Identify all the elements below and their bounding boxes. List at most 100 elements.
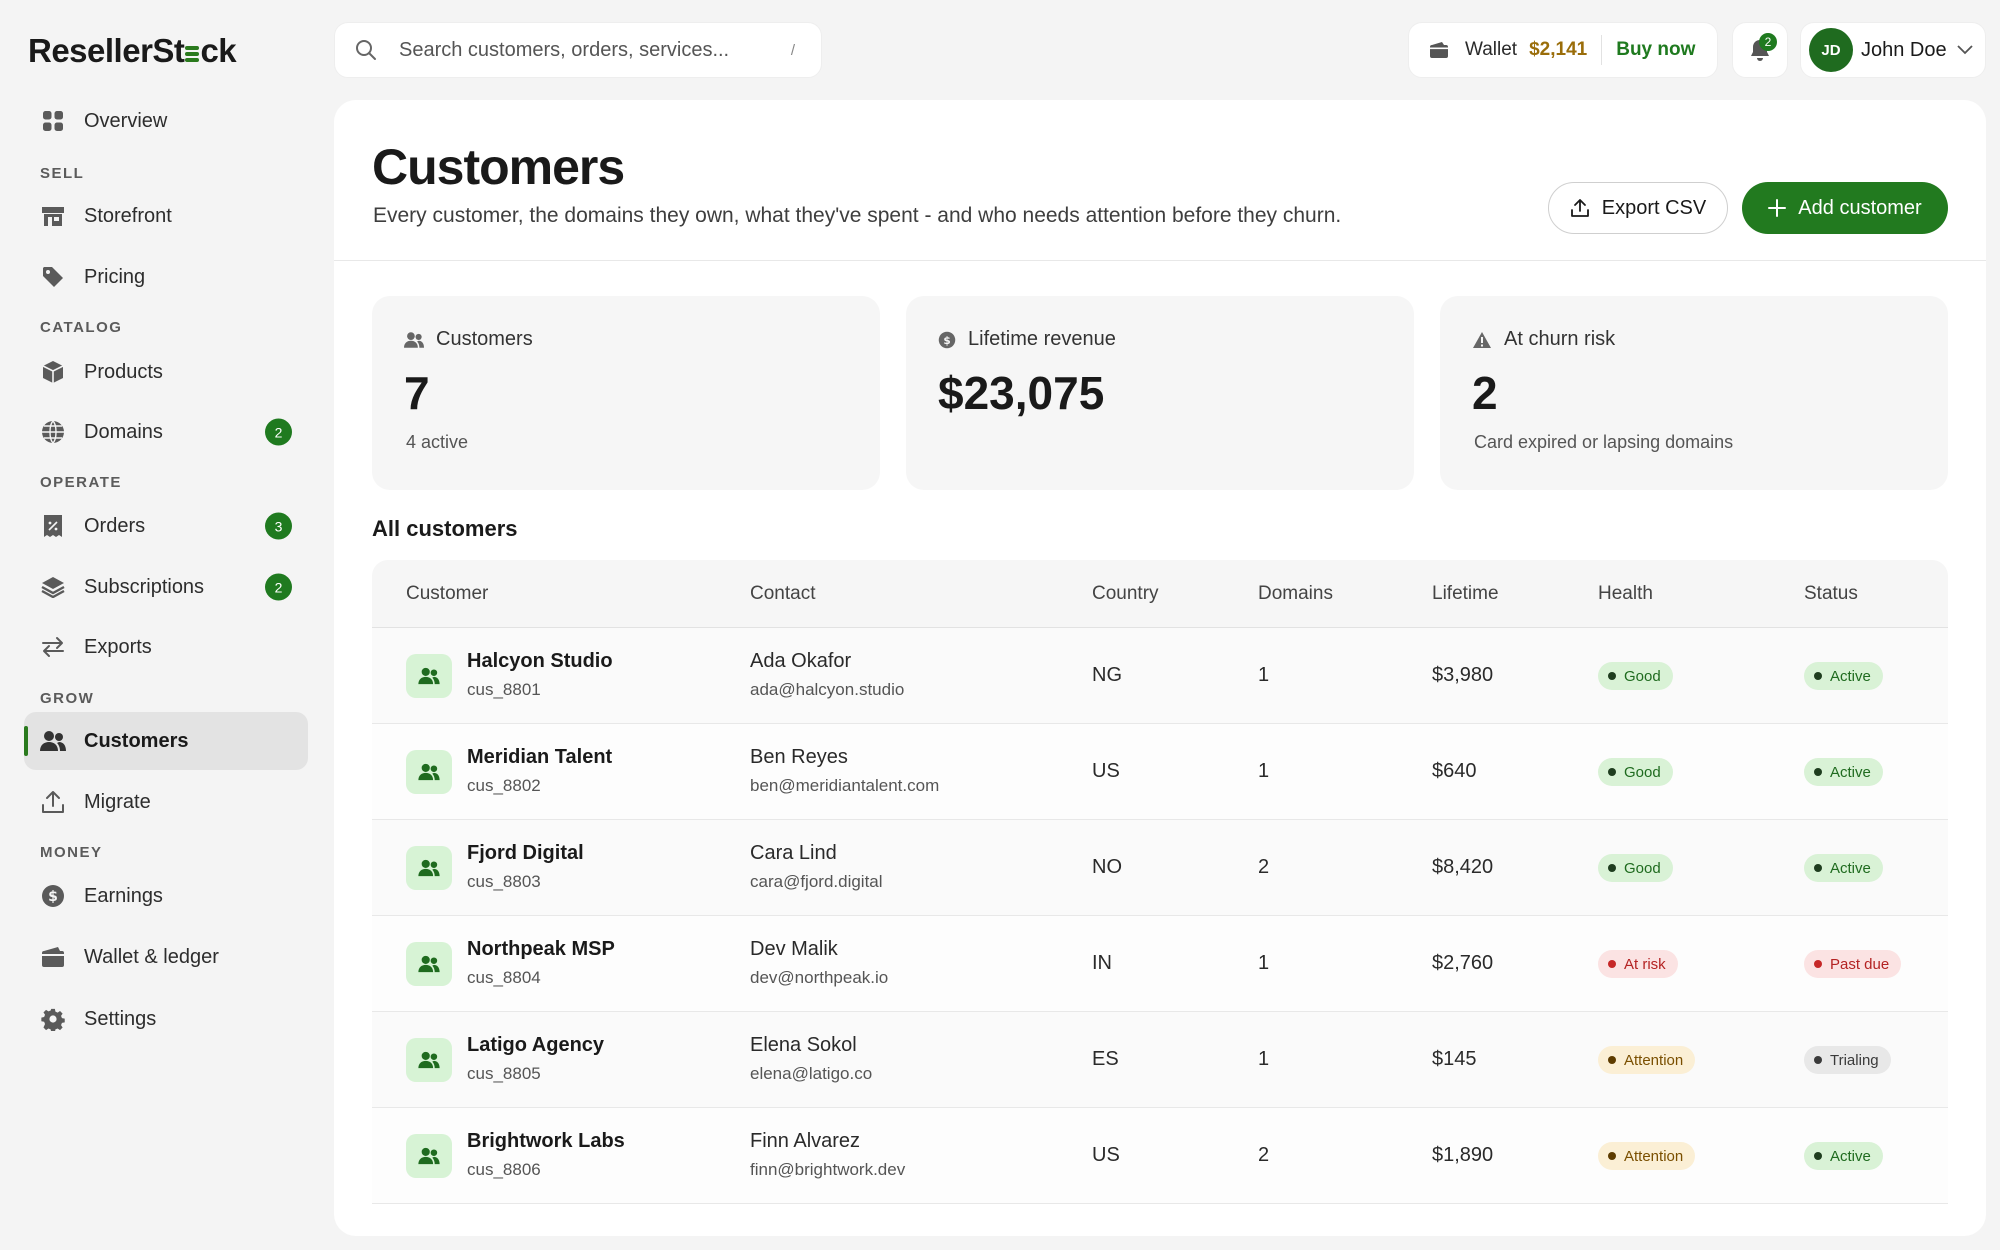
contact-name: Ben Reyes bbox=[750, 746, 848, 768]
customer-avatar-icon bbox=[406, 750, 452, 794]
stat-label: Lifetime revenue bbox=[968, 328, 1116, 350]
status-dot bbox=[1608, 864, 1616, 872]
column-header-domains[interactable]: Domains bbox=[1258, 583, 1333, 604]
customer-avatar-icon bbox=[406, 1038, 452, 1082]
customer-id: cus_8804 bbox=[467, 968, 541, 987]
user-menu[interactable]: JD John Doe bbox=[1800, 22, 1986, 78]
stat-value: 7 bbox=[404, 367, 430, 419]
sidebar-item-label: Domains bbox=[84, 420, 163, 443]
contact-name: Ada Okafor bbox=[750, 650, 852, 672]
customer-name[interactable]: Northpeak MSP bbox=[467, 938, 615, 960]
sidebar-item-customers[interactable]: Customers bbox=[24, 712, 308, 770]
customer-name[interactable]: Fjord Digital bbox=[467, 842, 584, 864]
store-icon bbox=[40, 203, 66, 229]
status-badge: Active bbox=[1804, 1142, 1883, 1170]
buy-now-button[interactable]: Buy now bbox=[1616, 39, 1696, 60]
sidebar-item-pricing[interactable]: Pricing bbox=[24, 248, 308, 306]
sidebar-item-earnings[interactable]: $ Earnings bbox=[24, 867, 308, 925]
health-badge: Good bbox=[1598, 758, 1673, 786]
column-header-contact[interactable]: Contact bbox=[750, 583, 816, 604]
customer-id: cus_8805 bbox=[467, 1064, 541, 1083]
tag-icon bbox=[40, 264, 66, 290]
table-row[interactable]: Latigo Agency cus_8805 Elena Sokol elena@la… bbox=[372, 1012, 1948, 1108]
column-header-health[interactable]: Health bbox=[1598, 583, 1653, 604]
sidebar-item-label: Products bbox=[84, 360, 163, 383]
status-label: Active bbox=[1830, 667, 1871, 685]
stat-card-churn-risk: At churn risk 2 Card expired or lapsing … bbox=[1440, 296, 1948, 490]
status-dot bbox=[1814, 672, 1822, 680]
stat-subtext: Card expired or lapsing domains bbox=[1474, 432, 1734, 452]
sidebar-item-products[interactable]: Products bbox=[24, 343, 308, 401]
health-badge: Good bbox=[1598, 662, 1673, 690]
status-dot bbox=[1814, 768, 1822, 776]
sidebar-item-domains[interactable]: Domains 2 bbox=[24, 403, 308, 461]
export-csv-label: Export CSV bbox=[1601, 196, 1707, 219]
customer-name[interactable]: Latigo Agency bbox=[467, 1034, 605, 1056]
column-header-country[interactable]: Country bbox=[1092, 583, 1159, 604]
status-dot bbox=[1608, 1056, 1616, 1064]
country-code: NG bbox=[1092, 664, 1122, 686]
health-label: Good bbox=[1624, 667, 1661, 685]
column-header-customer[interactable]: Customer bbox=[406, 583, 489, 604]
table-row[interactable]: Fjord Digital cus_8803 Cara Lind cara@fjord… bbox=[372, 820, 1948, 916]
column-header-lifetime[interactable]: Lifetime bbox=[1432, 583, 1499, 604]
health-label: Good bbox=[1624, 763, 1661, 781]
sidebar-item-exports[interactable]: Exports bbox=[24, 618, 308, 676]
user-name: John Doe bbox=[1861, 38, 1947, 61]
sidebar-item-label: Exports bbox=[84, 635, 152, 658]
table-row[interactable]: Meridian Talent cus_8802 Ben Reyes ben@meri… bbox=[372, 724, 1948, 820]
receipt-icon bbox=[40, 513, 66, 539]
lifetime-value: $1,890 bbox=[1432, 1144, 1494, 1166]
logo-text-right: ck bbox=[200, 32, 237, 69]
grid-icon bbox=[40, 108, 66, 134]
status-badge: Active bbox=[1804, 758, 1883, 786]
contact-name: Cara Lind bbox=[750, 842, 837, 864]
add-customer-button[interactable]: Add customer bbox=[1742, 182, 1948, 234]
customer-name[interactable]: Meridian Talent bbox=[467, 746, 613, 768]
search-shortcut: / bbox=[790, 41, 795, 59]
search-input[interactable]: Search customers, orders, services... bbox=[399, 38, 730, 61]
sidebar-item-storefront[interactable]: Storefront bbox=[24, 187, 308, 245]
table-row[interactable]: Brightwork Labs cus_8806 Finn Alvarez finn@… bbox=[372, 1108, 1948, 1204]
logo-text-left: ResellerSt bbox=[28, 32, 185, 69]
sidebar-item-migrate[interactable]: Migrate bbox=[24, 773, 308, 831]
sidebar-item-orders[interactable]: Orders 3 bbox=[24, 497, 308, 555]
customer-name[interactable]: Brightwork Labs bbox=[467, 1130, 625, 1152]
status-label: Trialing bbox=[1830, 1051, 1879, 1069]
health-label: Good bbox=[1624, 859, 1661, 877]
page-subtitle: Every customer, the domains they own, wh… bbox=[373, 204, 1342, 227]
notifications-button[interactable]: 2 bbox=[1732, 22, 1788, 78]
sidebar-item-label: Orders bbox=[84, 514, 146, 537]
status-badge: Active bbox=[1804, 854, 1883, 882]
app-logo[interactable]: ResellerSt ck bbox=[28, 32, 237, 70]
contact-email: elena@latigo.co bbox=[750, 1064, 873, 1083]
table-row[interactable]: Northpeak MSP cus_8804 Dev Malik dev@northp… bbox=[372, 916, 1948, 1012]
customer-id: cus_8802 bbox=[467, 776, 541, 795]
sidebar-item-wallet[interactable]: Wallet & ledger bbox=[24, 928, 308, 986]
country-code: US bbox=[1092, 760, 1120, 782]
dollar-circle-icon: $ bbox=[40, 883, 66, 909]
global-search[interactable]: Search customers, orders, services... / bbox=[334, 22, 822, 78]
avatar: JD bbox=[1809, 28, 1853, 72]
column-header-status[interactable]: Status bbox=[1804, 583, 1858, 604]
table-body: Halcyon Studio cus_8801 Ada Okafor ada@halc… bbox=[372, 628, 1948, 1204]
health-label: Attention bbox=[1624, 1051, 1684, 1069]
contact-email: dev@northpeak.io bbox=[750, 968, 889, 987]
customer-id: cus_8803 bbox=[467, 872, 541, 891]
customer-avatar-icon bbox=[406, 942, 452, 986]
sidebar-item-subscriptions[interactable]: Subscriptions 2 bbox=[24, 558, 308, 616]
sidebar-item-settings[interactable]: Settings bbox=[24, 990, 308, 1048]
domain-count: 1 bbox=[1258, 952, 1270, 974]
health-label: Attention bbox=[1624, 1147, 1684, 1165]
health-badge: Good bbox=[1598, 854, 1673, 882]
export-csv-button[interactable]: Export CSV bbox=[1548, 182, 1728, 234]
lifetime-value: $3,980 bbox=[1432, 664, 1494, 686]
status-dot bbox=[1814, 1152, 1822, 1160]
layers-icon bbox=[40, 574, 66, 600]
sidebar-item-overview[interactable]: Overview bbox=[24, 92, 308, 150]
sidebar: ResellerSt ck Overview SELL Storefront P… bbox=[0, 0, 330, 1250]
count-badge: 2 bbox=[265, 418, 292, 446]
customer-name[interactable]: Halcyon Studio bbox=[467, 650, 613, 672]
domain-count: 1 bbox=[1258, 760, 1270, 782]
table-row[interactable]: Halcyon Studio cus_8801 Ada Okafor ada@halc… bbox=[372, 628, 1948, 724]
